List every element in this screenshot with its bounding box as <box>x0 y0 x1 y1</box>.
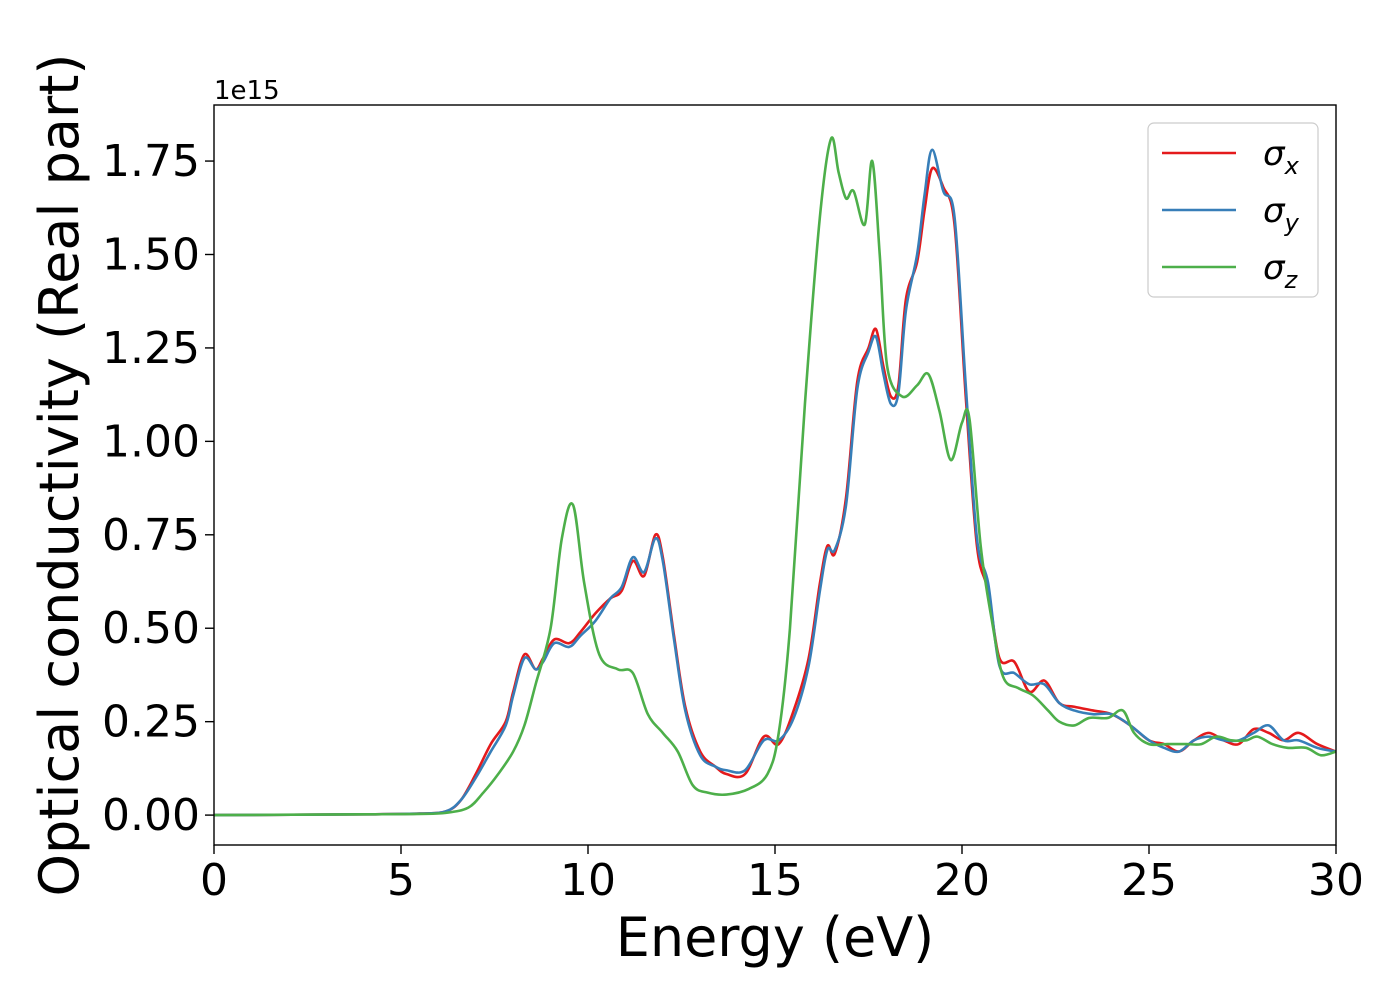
x-tick-label: 15 <box>747 855 803 906</box>
y-tick-label: 1.25 <box>102 323 200 374</box>
y-axis-ticks: 0.00 0.25 0.50 0.75 1.00 1.25 1.50 1.75 <box>102 136 214 841</box>
y-axis-label: Optical conductivity (Real part) <box>28 54 91 897</box>
y-tick-label: 1.75 <box>102 136 200 187</box>
y-tick-label: 1.50 <box>102 229 200 280</box>
y-tick-label: 0.75 <box>102 510 200 561</box>
x-tick-label: 25 <box>1121 855 1177 906</box>
x-axis-label: Energy (eV) <box>616 906 935 969</box>
y-axis-offset-label: 1e15 <box>214 76 280 106</box>
y-tick-label: 0.25 <box>102 697 200 748</box>
x-tick-label: 10 <box>560 855 616 906</box>
x-tick-label: 20 <box>934 855 990 906</box>
series-line-z <box>214 136 1336 817</box>
y-tick-label: 0.00 <box>102 790 200 841</box>
x-tick-label: 5 <box>387 855 415 906</box>
y-tick-label: 1.00 <box>102 416 200 467</box>
y-tick-label: 0.50 <box>102 603 200 654</box>
x-axis-ticks: 0 5 10 15 20 25 30 <box>200 845 1364 906</box>
series-layer <box>214 136 1336 817</box>
x-tick-label: 0 <box>200 855 228 906</box>
x-tick-label: 30 <box>1308 855 1364 906</box>
series-line-y <box>214 148 1336 817</box>
